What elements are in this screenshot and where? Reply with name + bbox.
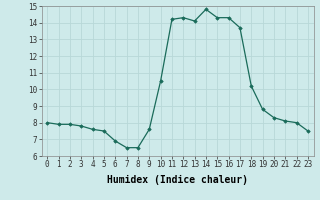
X-axis label: Humidex (Indice chaleur): Humidex (Indice chaleur): [107, 175, 248, 185]
